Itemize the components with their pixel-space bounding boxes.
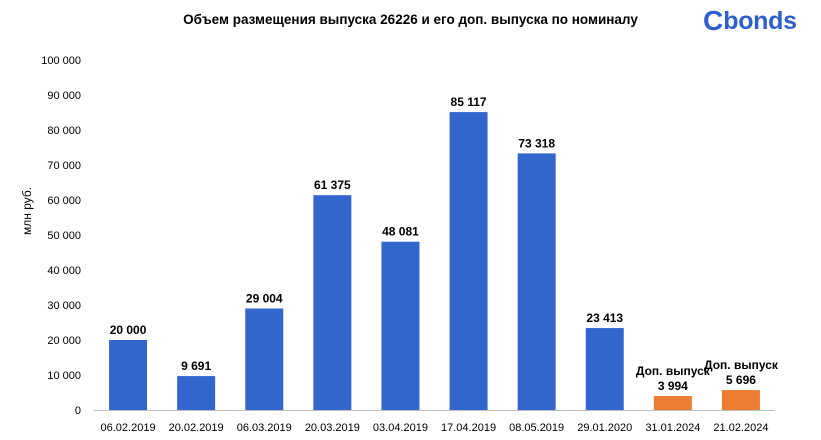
bar: [245, 308, 284, 410]
y-tick-label: 80 000: [47, 125, 81, 137]
bar: [313, 195, 352, 410]
bar: [109, 340, 148, 410]
y-tick-label: 40 000: [47, 265, 81, 277]
y-tick-label: 20 000: [47, 335, 81, 347]
data-label: 61 375: [314, 178, 351, 192]
y-tick-label: 70 000: [47, 160, 81, 172]
x-tick-label: 06.02.2019: [101, 422, 156, 434]
bar: [449, 112, 488, 410]
annotation-label: Доп. выпуск: [636, 364, 711, 378]
x-tick-label: 06.03.2019: [237, 422, 292, 434]
y-axis-ticks: 0 10 000 20 000 30 000 40 000 50 000 60 000 70 …: [41, 55, 81, 417]
bars: [109, 112, 760, 410]
y-tick-label: 90 000: [47, 90, 81, 102]
logo-letter-c: C: [703, 5, 724, 36]
bar: [381, 241, 420, 410]
bar: [653, 396, 692, 410]
bar: [721, 390, 760, 410]
annotation-label: Доп. выпуск: [704, 358, 779, 372]
logo-text: bonds: [723, 7, 797, 35]
bar: [585, 328, 624, 410]
x-tick-label: 03.04.2019: [373, 422, 428, 434]
data-label: 23 413: [586, 311, 623, 325]
y-tick-label: 0: [75, 405, 81, 417]
data-label: 29 004: [246, 291, 283, 305]
data-label: 73 318: [518, 136, 555, 150]
data-label: 9 691: [181, 359, 211, 373]
x-tick-label: 31.01.2024: [645, 422, 700, 434]
data-label: 20 000: [110, 323, 147, 337]
x-tick-label: 08.05.2019: [509, 422, 564, 434]
x-tick-label: 21.02.2024: [713, 422, 768, 434]
data-label: 5 696: [726, 373, 756, 387]
y-tick-label: 100 000: [41, 55, 81, 67]
data-label: 48 081: [382, 225, 419, 239]
x-tick-label: 29.01.2020: [577, 422, 632, 434]
data-label: 85 117: [451, 95, 487, 109]
x-tick-label: 20.02.2019: [169, 422, 224, 434]
y-tick-label: 50 000: [47, 230, 81, 242]
data-label: 3 994: [658, 379, 688, 393]
y-tick-label: 10 000: [47, 370, 81, 382]
bar: [517, 153, 556, 410]
x-tick-label: 20.03.2019: [305, 422, 360, 434]
bar: [177, 376, 216, 410]
y-tick-label: 60 000: [47, 195, 81, 207]
x-axis-ticks: 06.02.2019 20.02.2019 06.03.2019 20.03.2019…: [101, 422, 769, 434]
x-tick-label: 17.04.2019: [441, 422, 496, 434]
data-labels: 20 000 9 691 29 004 61 375 48 081 85 117 73 31…: [110, 95, 779, 393]
chart-title: Объем размещения выпуска 26226 и его доп…: [183, 12, 638, 27]
y-tick-label: 30 000: [47, 300, 81, 312]
